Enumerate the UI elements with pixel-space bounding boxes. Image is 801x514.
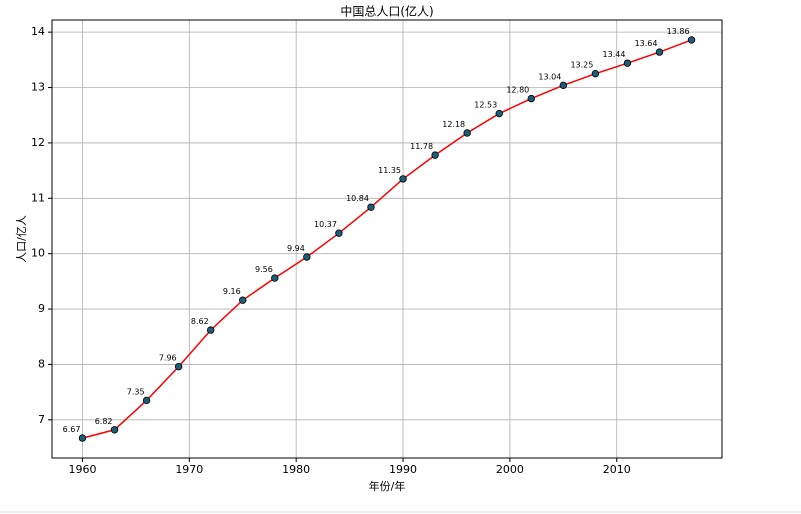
y-axis-label: 人口/亿人 [15,215,28,263]
data-point [431,151,439,159]
y-tick-label: 12 [31,136,45,149]
data-point [527,94,535,103]
chart-title: 中国总人口(亿人) [340,4,433,19]
data-label: 13.04 [538,72,561,81]
plot-frame [51,19,723,459]
data-point [495,109,503,118]
x-tick-label: 1980 [282,463,310,476]
data-label: 7.35 [127,387,145,396]
data-label: 10.37 [314,220,337,229]
data-label: 12.18 [442,120,465,129]
data-point [687,36,696,44]
y-tick-label: 11 [31,191,45,204]
data-label: 6.82 [95,417,113,426]
y-tick-label: 9 [38,302,45,315]
x-tick-label: 1960 [68,463,96,476]
x-tick-label: 2000 [496,463,524,476]
data-point [559,81,568,90]
data-label: 6.67 [63,425,81,434]
data-point [623,59,632,67]
data-point [271,274,279,282]
x-tick-label: 1970 [175,463,203,476]
data-label: 13.86 [667,27,690,36]
y-tick-label: 7 [38,413,45,426]
data-label: 10.84 [346,194,369,203]
data-label: 9.94 [287,244,305,253]
data-label: 13.25 [570,61,593,70]
data-point [399,175,407,183]
y-tick-label: 13 [31,81,45,94]
y-tick-label: 14 [31,25,45,38]
x-tick-label: 2010 [603,463,631,476]
data-label: 7.96 [159,354,177,363]
y-tick-label: 8 [38,357,45,370]
data-point [335,229,343,237]
data-point [142,396,151,405]
data-point [303,253,311,261]
x-axis-label: 年份/年 [369,479,406,493]
data-point [591,69,600,78]
data-label: 9.16 [223,287,241,296]
data-label: 12.80 [506,86,529,95]
data-point [206,326,215,334]
data-label: 13.64 [635,39,658,48]
data-label: 11.78 [410,142,433,151]
data-point [463,129,471,137]
data-label: 11.35 [378,166,401,175]
x-tick-label: 1990 [389,463,417,476]
data-label: 12.53 [474,101,497,110]
series-line [82,39,692,439]
y-tick-label: 10 [31,247,45,260]
data-label: 9.56 [255,265,273,274]
data-point [174,362,183,371]
data-point [239,296,247,304]
data-label: 8.62 [191,317,209,326]
data-point [110,426,119,434]
data-point [655,48,664,56]
data-point [367,203,375,211]
data-point [78,434,87,442]
data-label: 13.44 [603,50,626,59]
